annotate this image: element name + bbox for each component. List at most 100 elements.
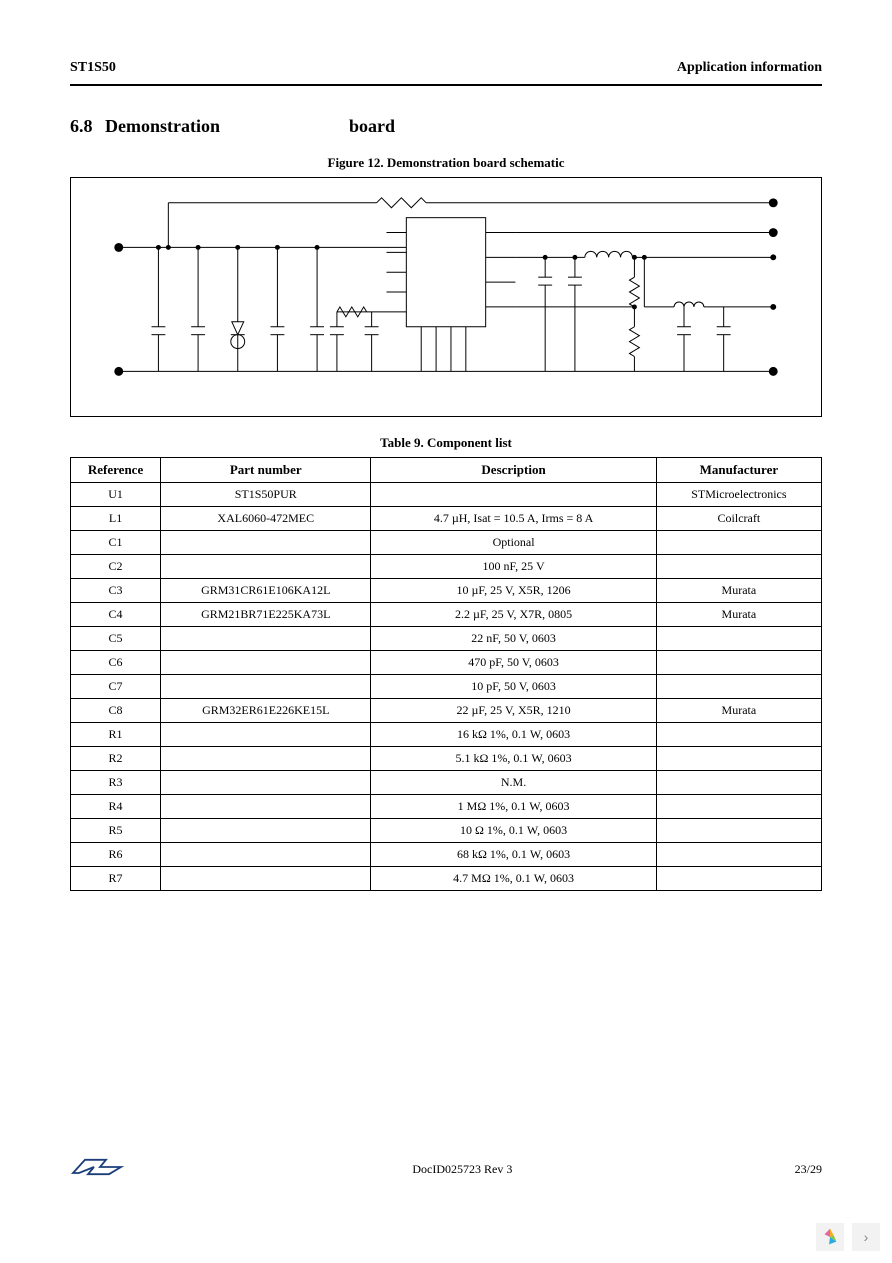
table-cell-mfr xyxy=(656,819,821,843)
table-cell-ref: C6 xyxy=(71,651,161,675)
table-cell-ref: C7 xyxy=(71,675,161,699)
table-row: C2100 nF, 25 V xyxy=(71,555,822,579)
table-row: L1XAL6060-472MEC4.7 µH, Isat = 10.5 A, I… xyxy=(71,507,822,531)
table-cell-part xyxy=(161,771,371,795)
table-row: C4GRM21BR71E225KA73L2.2 µF, 25 V, X7R, 0… xyxy=(71,603,822,627)
table-cell-desc: Optional xyxy=(371,531,656,555)
table-cell-desc: 2.2 µF, 25 V, X7R, 0805 xyxy=(371,603,656,627)
table-cell-mfr xyxy=(656,771,821,795)
table-cell-mfr: Coilcraft xyxy=(656,507,821,531)
table-cell-ref: C3 xyxy=(71,579,161,603)
table-cell-mfr xyxy=(656,627,821,651)
table-cell-mfr xyxy=(656,723,821,747)
table-cell-ref: C8 xyxy=(71,699,161,723)
page-nav: › xyxy=(816,1223,880,1251)
table-cell-ref: U1 xyxy=(71,483,161,507)
component-table: Reference Part number Description Manufa… xyxy=(70,457,822,891)
table-cell-mfr xyxy=(656,651,821,675)
section-heading: 6.8 Demonstration board xyxy=(70,116,822,137)
table-cell-ref: R3 xyxy=(71,771,161,795)
table-row: C6 470 pF, 50 V, 0603 xyxy=(71,651,822,675)
table-cell-ref: R2 xyxy=(71,747,161,771)
table-cell-ref: R1 xyxy=(71,723,161,747)
th-reference: Reference xyxy=(71,458,161,483)
table-cell-part xyxy=(161,531,371,555)
th-description: Description xyxy=(371,458,656,483)
table-cell-mfr xyxy=(656,747,821,771)
table-cell-part xyxy=(161,795,371,819)
page-header: ST1S50 Application information xyxy=(70,60,822,86)
table-row: C7 10 pF, 50 V, 0603 xyxy=(71,675,822,699)
table-cell-part xyxy=(161,819,371,843)
table-row: R3 N.M. xyxy=(71,771,822,795)
section-number: 6.8 xyxy=(70,116,93,136)
table-cell-ref: C1 xyxy=(71,531,161,555)
table-caption: Table 9. Component list xyxy=(70,435,822,451)
table-cell-ref: R6 xyxy=(71,843,161,867)
table-row: R2 5.1 kΩ 1%, 0.1 W, 0603 xyxy=(71,747,822,771)
footer-docid: DocID025723 Rev 3 xyxy=(412,1162,512,1177)
table-cell-mfr xyxy=(656,555,821,579)
table-cell-mfr xyxy=(656,531,821,555)
table-cell-part: GRM21BR71E225KA73L xyxy=(161,603,371,627)
table-cell-desc: 10 pF, 50 V, 0603 xyxy=(371,675,656,699)
table-cell-part xyxy=(161,867,371,891)
table-cell-mfr xyxy=(656,795,821,819)
table-cell-part xyxy=(161,747,371,771)
table-row: R1 16 kΩ 1%, 0.1 W, 0603 xyxy=(71,723,822,747)
table-cell-desc: 100 nF, 25 V xyxy=(371,555,656,579)
table-row: R41 MΩ 1%, 0.1 W, 0603 xyxy=(71,795,822,819)
table-cell-desc: 16 kΩ 1%, 0.1 W, 0603 xyxy=(371,723,656,747)
table-cell-desc: 5.1 kΩ 1%, 0.1 W, 0603 xyxy=(371,747,656,771)
table-cell-part xyxy=(161,843,371,867)
figure-caption: Figure 12. Demonstration board schematic xyxy=(70,155,822,171)
table-header-row: Reference Part number Description Manufa… xyxy=(71,458,822,483)
table-cell-desc: 22 nF, 50 V, 0603 xyxy=(371,627,656,651)
table-cell-ref: R7 xyxy=(71,867,161,891)
table-cell-desc xyxy=(371,483,656,507)
table-cell-part xyxy=(161,627,371,651)
footer-page: 23/29 xyxy=(795,1162,822,1177)
table-cell-ref: C5 xyxy=(71,627,161,651)
table-cell-ref: R5 xyxy=(71,819,161,843)
table-cell-part: GRM32ER61E226KE15L xyxy=(161,699,371,723)
table-cell-desc: 470 pF, 50 V, 0603 xyxy=(371,651,656,675)
table-cell-desc: 4.7 µH, Isat = 10.5 A, Irms = 8 A xyxy=(371,507,656,531)
table-cell-part: XAL6060-472MEC xyxy=(161,507,371,531)
table-cell-desc: N.M. xyxy=(371,771,656,795)
table-cell-part xyxy=(161,723,371,747)
table-cell-mfr: Murata xyxy=(656,699,821,723)
th-manufacturer: Manufacturer xyxy=(656,458,821,483)
st-logo-icon xyxy=(70,1155,130,1183)
next-page-icon[interactable]: › xyxy=(852,1223,880,1251)
table-cell-desc: 10 Ω 1%, 0.1 W, 0603 xyxy=(371,819,656,843)
table-row: C1 Optional xyxy=(71,531,822,555)
header-left: ST1S50 xyxy=(70,60,116,76)
table-cell-desc: 68 kΩ 1%, 0.1 W, 0603 xyxy=(371,843,656,867)
th-partnumber: Part number xyxy=(161,458,371,483)
table-cell-mfr xyxy=(656,843,821,867)
table-cell-part: GRM31CR61E106KA12L xyxy=(161,579,371,603)
table-cell-ref: L1 xyxy=(71,507,161,531)
findchips-icon[interactable] xyxy=(816,1223,844,1251)
table-row: R7 4.7 MΩ 1%, 0.1 W, 0603 xyxy=(71,867,822,891)
table-cell-ref: R4 xyxy=(71,795,161,819)
table-row: C5 22 nF, 50 V, 0603 xyxy=(71,627,822,651)
table-cell-part xyxy=(161,555,371,579)
table-cell-part xyxy=(161,651,371,675)
table-cell-part: ST1S50PUR xyxy=(161,483,371,507)
table-cell-mfr xyxy=(656,867,821,891)
section-word1: Demonstration xyxy=(105,116,220,136)
table-cell-desc: 4.7 MΩ 1%, 0.1 W, 0603 xyxy=(371,867,656,891)
table-row: C8GRM32ER61E226KE15L22 µF, 25 V, X5R, 12… xyxy=(71,699,822,723)
table-cell-mfr: STMicroelectronics xyxy=(656,483,821,507)
table-cell-desc: 22 µF, 25 V, X5R, 1210 xyxy=(371,699,656,723)
schematic-svg xyxy=(71,178,821,416)
section-word2: board xyxy=(349,116,395,136)
table-cell-desc: 10 µF, 25 V, X5R, 1206 xyxy=(371,579,656,603)
table-cell-mfr xyxy=(656,675,821,699)
header-right: Application information xyxy=(677,60,822,76)
page-footer: DocID025723 Rev 3 23/29 xyxy=(70,1155,822,1183)
table-row: R6 68 kΩ 1%, 0.1 W, 0603 xyxy=(71,843,822,867)
table-cell-mfr: Murata xyxy=(656,579,821,603)
